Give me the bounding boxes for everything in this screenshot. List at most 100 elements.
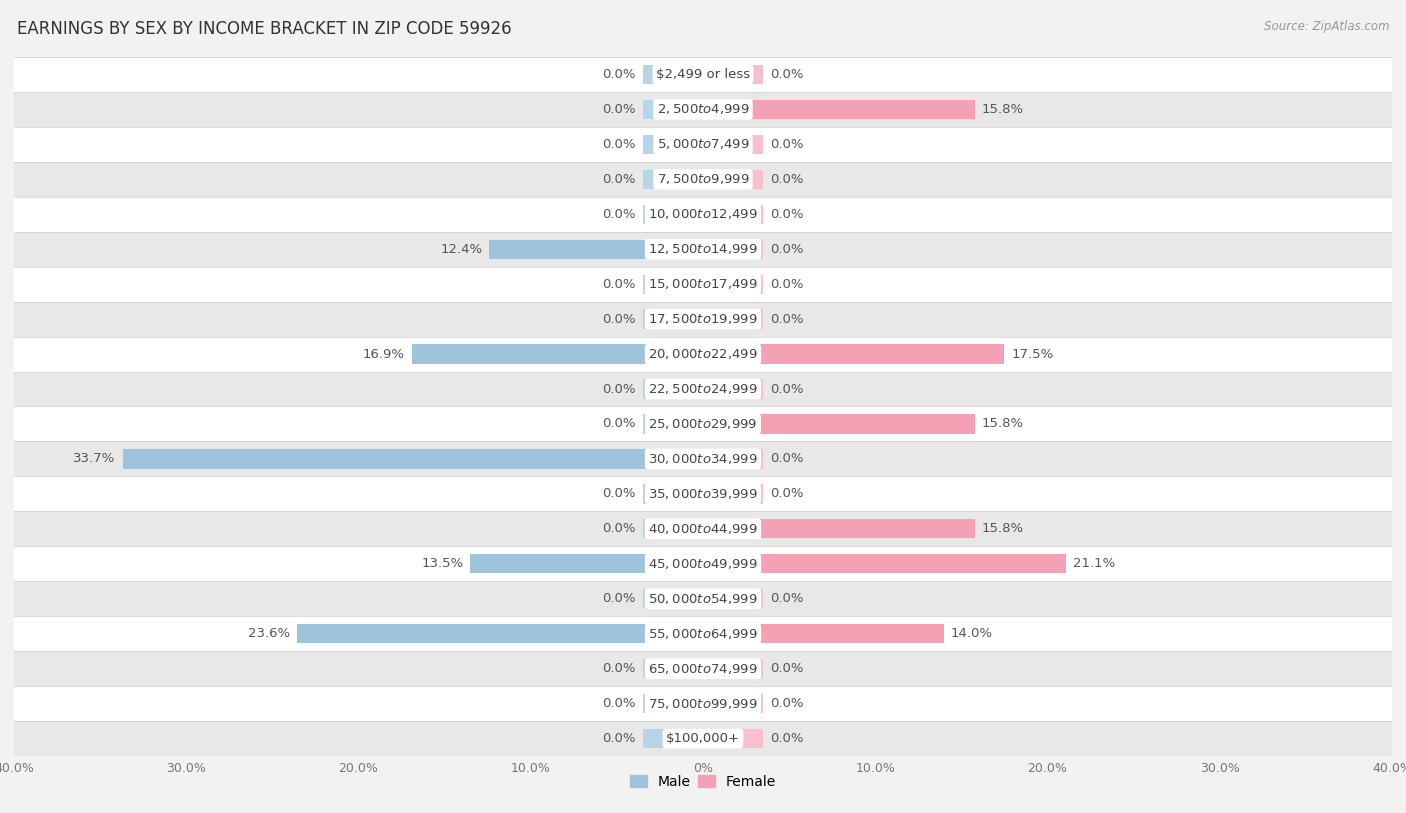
Bar — [703, 415, 976, 433]
Text: 0.0%: 0.0% — [602, 523, 636, 535]
FancyBboxPatch shape — [14, 581, 1392, 616]
Bar — [122, 450, 703, 468]
Bar — [703, 310, 763, 328]
FancyBboxPatch shape — [14, 267, 1392, 302]
Bar — [643, 380, 703, 398]
FancyBboxPatch shape — [14, 546, 1392, 581]
Bar — [703, 275, 763, 293]
Text: 33.7%: 33.7% — [73, 453, 115, 465]
Bar — [643, 100, 703, 119]
Text: 0.0%: 0.0% — [602, 663, 636, 675]
Text: $15,000 to $17,499: $15,000 to $17,499 — [648, 277, 758, 291]
Bar — [703, 485, 763, 503]
Text: 0.0%: 0.0% — [602, 383, 636, 395]
Bar — [703, 450, 763, 468]
Bar — [703, 380, 763, 398]
Text: $75,000 to $99,999: $75,000 to $99,999 — [648, 697, 758, 711]
Text: 0.0%: 0.0% — [602, 593, 636, 605]
Bar — [412, 345, 703, 363]
Bar — [703, 554, 1066, 573]
Text: $17,500 to $19,999: $17,500 to $19,999 — [648, 312, 758, 326]
FancyBboxPatch shape — [14, 511, 1392, 546]
Text: 17.5%: 17.5% — [1011, 348, 1053, 360]
Text: 15.8%: 15.8% — [981, 418, 1024, 430]
Text: 0.0%: 0.0% — [770, 313, 804, 325]
Text: 0.0%: 0.0% — [770, 698, 804, 710]
Bar — [703, 520, 976, 538]
Text: 0.0%: 0.0% — [602, 698, 636, 710]
Text: 0.0%: 0.0% — [602, 103, 636, 115]
FancyBboxPatch shape — [14, 337, 1392, 372]
Bar — [643, 205, 703, 224]
Text: 13.5%: 13.5% — [422, 558, 464, 570]
Text: $7,500 to $9,999: $7,500 to $9,999 — [657, 172, 749, 186]
Bar — [643, 310, 703, 328]
Bar — [643, 485, 703, 503]
FancyBboxPatch shape — [14, 406, 1392, 441]
FancyBboxPatch shape — [14, 372, 1392, 406]
Text: $25,000 to $29,999: $25,000 to $29,999 — [648, 417, 758, 431]
Bar — [643, 275, 703, 293]
Bar — [703, 240, 763, 259]
Bar — [643, 415, 703, 433]
Text: 15.8%: 15.8% — [981, 103, 1024, 115]
Text: 14.0%: 14.0% — [950, 628, 993, 640]
Bar — [703, 729, 763, 748]
FancyBboxPatch shape — [14, 92, 1392, 127]
Text: $22,500 to $24,999: $22,500 to $24,999 — [648, 382, 758, 396]
Bar — [643, 729, 703, 748]
Bar — [643, 694, 703, 713]
Text: $2,500 to $4,999: $2,500 to $4,999 — [657, 102, 749, 116]
Text: $20,000 to $22,499: $20,000 to $22,499 — [648, 347, 758, 361]
FancyBboxPatch shape — [14, 616, 1392, 651]
Text: 12.4%: 12.4% — [440, 243, 482, 255]
Bar — [703, 345, 1004, 363]
FancyBboxPatch shape — [14, 651, 1392, 686]
Bar — [643, 135, 703, 154]
Bar — [643, 170, 703, 189]
Text: 0.0%: 0.0% — [770, 68, 804, 80]
Text: $55,000 to $64,999: $55,000 to $64,999 — [648, 627, 758, 641]
Text: $40,000 to $44,999: $40,000 to $44,999 — [648, 522, 758, 536]
Text: 0.0%: 0.0% — [602, 488, 636, 500]
Text: 0.0%: 0.0% — [770, 383, 804, 395]
Text: $10,000 to $12,499: $10,000 to $12,499 — [648, 207, 758, 221]
Text: 0.0%: 0.0% — [602, 313, 636, 325]
FancyBboxPatch shape — [14, 441, 1392, 476]
Bar — [703, 135, 763, 154]
Bar — [703, 589, 763, 608]
Text: 0.0%: 0.0% — [770, 278, 804, 290]
Text: $50,000 to $54,999: $50,000 to $54,999 — [648, 592, 758, 606]
Bar — [489, 240, 703, 259]
Text: 0.0%: 0.0% — [770, 243, 804, 255]
Text: 0.0%: 0.0% — [602, 208, 636, 220]
Legend: Male, Female: Male, Female — [624, 769, 782, 794]
Text: $65,000 to $74,999: $65,000 to $74,999 — [648, 662, 758, 676]
FancyBboxPatch shape — [14, 476, 1392, 511]
FancyBboxPatch shape — [14, 162, 1392, 197]
Text: 0.0%: 0.0% — [770, 663, 804, 675]
Text: $100,000+: $100,000+ — [666, 733, 740, 745]
Text: $30,000 to $34,999: $30,000 to $34,999 — [648, 452, 758, 466]
Bar — [703, 170, 763, 189]
Bar — [703, 205, 763, 224]
Bar — [471, 554, 703, 573]
Text: 15.8%: 15.8% — [981, 523, 1024, 535]
Text: 0.0%: 0.0% — [770, 488, 804, 500]
Text: 0.0%: 0.0% — [602, 68, 636, 80]
Text: Source: ZipAtlas.com: Source: ZipAtlas.com — [1264, 20, 1389, 33]
Text: 21.1%: 21.1% — [1073, 558, 1115, 570]
Bar — [703, 100, 976, 119]
FancyBboxPatch shape — [14, 232, 1392, 267]
Text: 0.0%: 0.0% — [602, 173, 636, 185]
FancyBboxPatch shape — [14, 721, 1392, 756]
Text: 0.0%: 0.0% — [770, 208, 804, 220]
Text: 0.0%: 0.0% — [770, 173, 804, 185]
FancyBboxPatch shape — [14, 686, 1392, 721]
Text: 16.9%: 16.9% — [363, 348, 405, 360]
Bar — [297, 624, 703, 643]
Bar — [703, 659, 763, 678]
Text: 0.0%: 0.0% — [770, 453, 804, 465]
Bar — [643, 65, 703, 84]
Bar — [703, 624, 945, 643]
